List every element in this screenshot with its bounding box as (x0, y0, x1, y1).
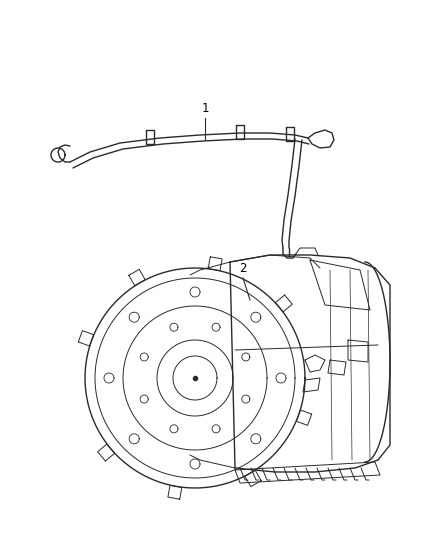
Text: 1: 1 (201, 101, 209, 115)
Text: 2: 2 (239, 262, 247, 274)
